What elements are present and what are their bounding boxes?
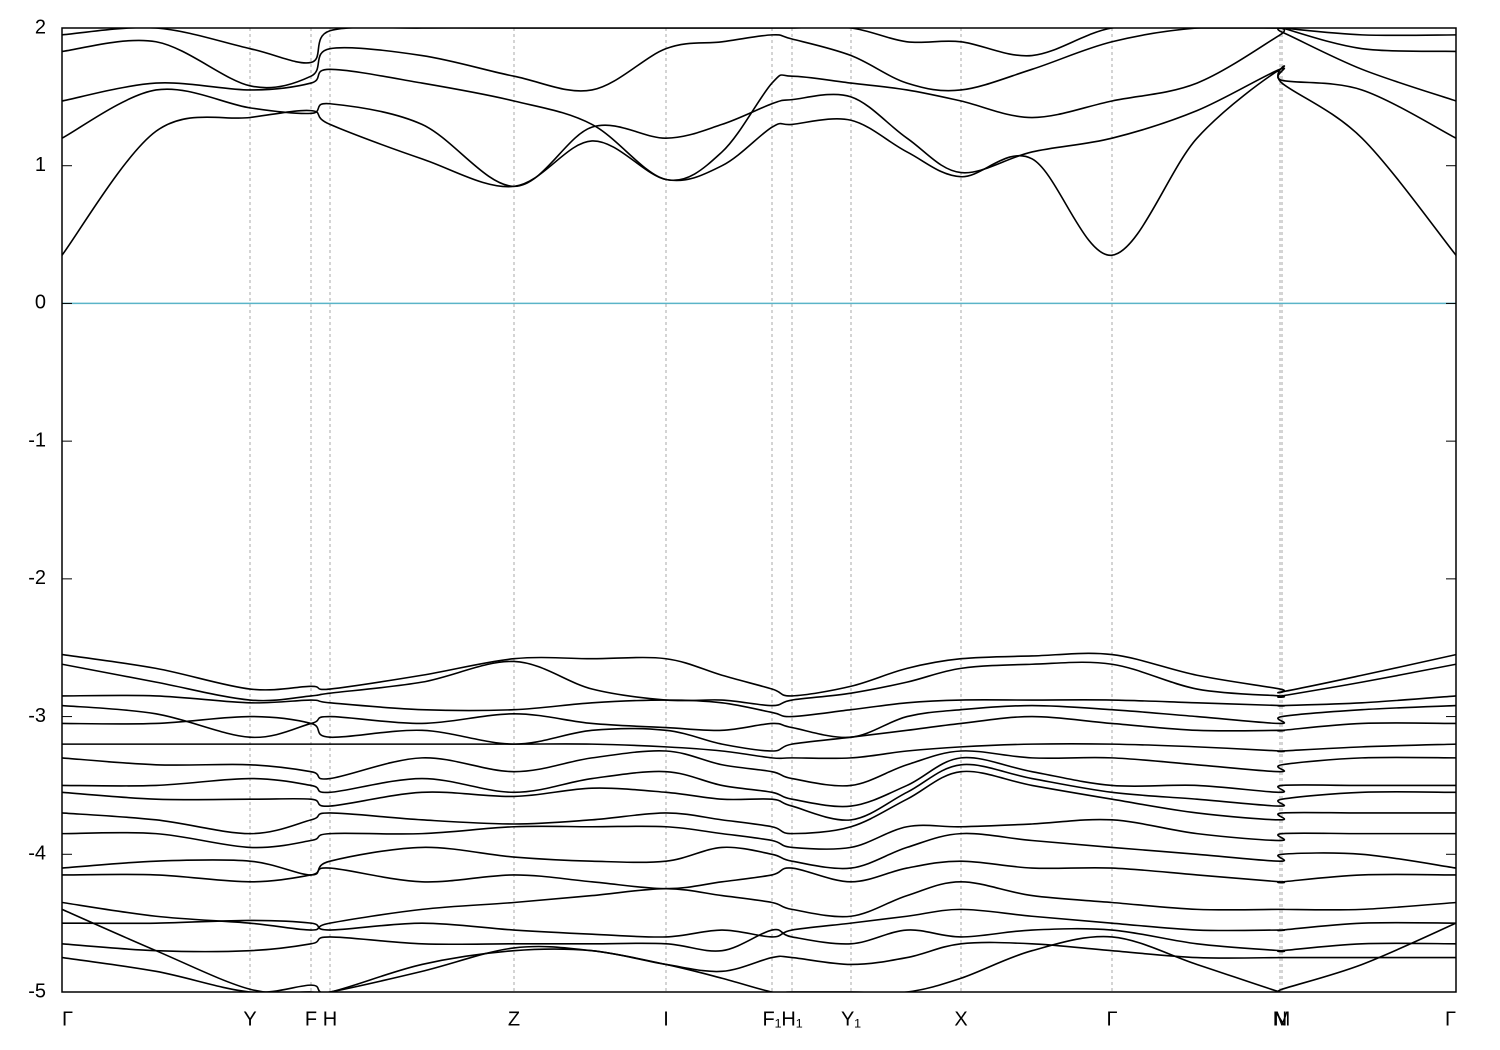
band-line — [62, 832, 1456, 876]
x-tick-label: Y₁ — [841, 1008, 861, 1030]
plot-frame — [61, 27, 1457, 993]
y-tick-label: -3 — [28, 705, 46, 727]
x-tick-label: M — [1274, 1008, 1291, 1030]
x-tick-label: I — [663, 1008, 669, 1030]
band-line — [62, 881, 1456, 931]
x-tick-label: X — [954, 1008, 967, 1030]
y-tick-label: -5 — [28, 980, 46, 1002]
band-line — [62, 742, 1456, 760]
x-tick-label: N — [1273, 1008, 1287, 1030]
band-line — [62, 65, 1456, 257]
x-tick-label: H — [323, 1008, 337, 1030]
band-line — [62, 28, 1456, 92]
band-line — [62, 818, 1456, 851]
band-line — [62, 941, 1456, 992]
y-tick-label: -2 — [28, 567, 46, 589]
x-tick-label: Γ — [1106, 1008, 1117, 1030]
band-line — [62, 28, 1456, 64]
band-line — [62, 770, 1456, 835]
band-line — [62, 927, 1456, 953]
band-line — [62, 908, 1456, 992]
x-tick-label: Γ — [1445, 1008, 1456, 1030]
x-tick-label: H₁ — [781, 1008, 802, 1030]
band-line — [62, 715, 1456, 752]
band-line — [62, 860, 1456, 890]
band-line — [62, 756, 1456, 808]
band-line — [62, 694, 1456, 718]
y-tick-label: 1 — [35, 154, 46, 176]
band-line — [62, 704, 1456, 739]
axis-labels: -5 -4 -3 -2 -1 0 1 2 Γ Y F H Z I F₁ H₁ Y₁ X Γ NM Γ — [28, 16, 1456, 1030]
band-line — [62, 908, 1456, 938]
band-line — [62, 67, 1456, 188]
x-tick-label: Γ — [62, 1008, 73, 1030]
y-tick-label: 2 — [35, 16, 46, 38]
bands — [62, 28, 1456, 992]
y-tick-label: -1 — [28, 429, 46, 451]
x-tick-label: Z — [508, 1008, 520, 1030]
band-line — [62, 763, 1456, 821]
x-tick-label: Y — [243, 1008, 256, 1030]
x-tick-label: F — [305, 1008, 317, 1030]
band-line — [62, 750, 1456, 787]
y-tick-label: -4 — [28, 843, 46, 865]
band-line — [62, 28, 1456, 182]
x-tick-label: F₁ — [763, 1008, 782, 1030]
y-tick-label: 0 — [35, 292, 46, 314]
band-line — [62, 652, 1456, 697]
band-line — [62, 660, 1456, 707]
